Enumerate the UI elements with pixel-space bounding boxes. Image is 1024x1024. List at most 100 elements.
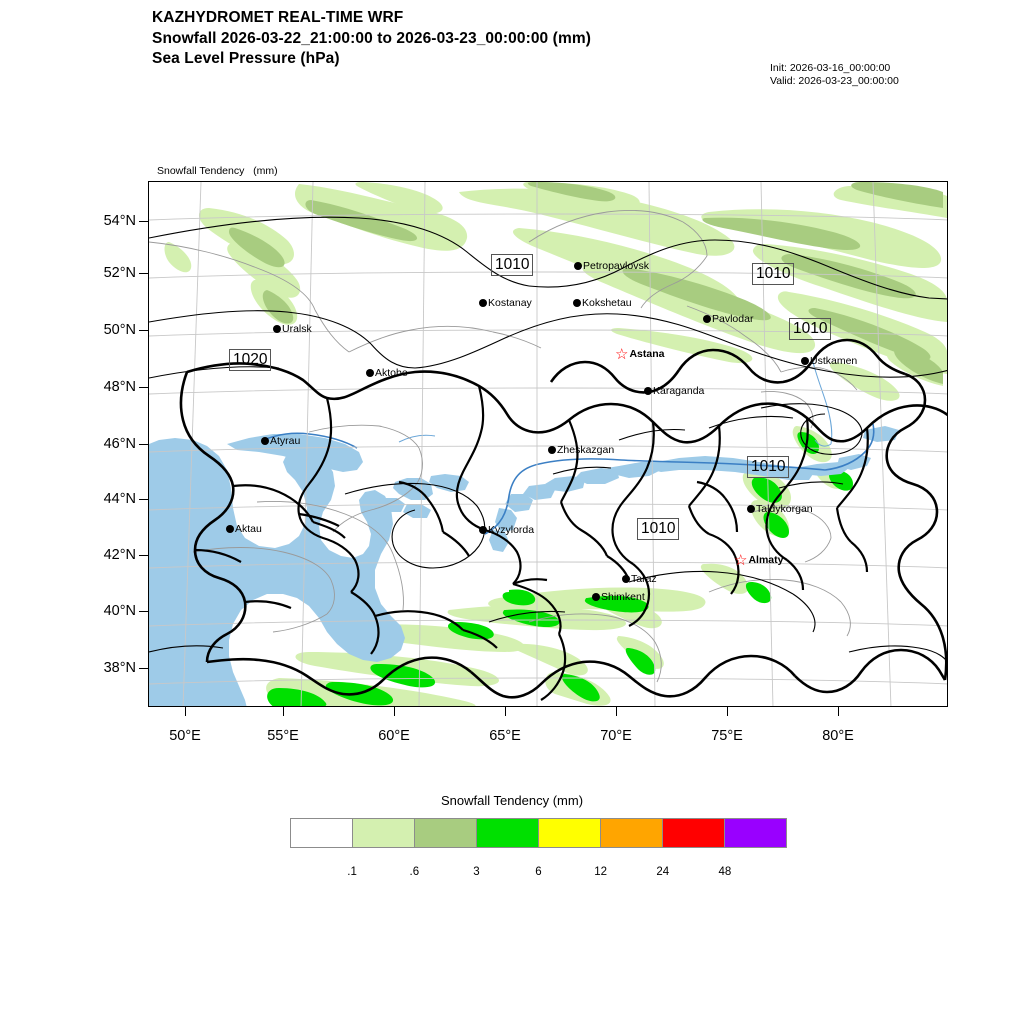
city-marker-dot: [548, 446, 556, 454]
lon-tick-mark: [727, 707, 729, 716]
colorbar-tick-2: 3: [473, 866, 480, 878]
title-line-3: Sea Level Pressure (hPa): [152, 50, 340, 67]
capital-star-icon: ☆: [615, 346, 629, 363]
city-atyrau[interactable]: Atyrau: [261, 436, 300, 447]
lat-tick-mark: [139, 555, 148, 557]
city-pavlodar[interactable]: Pavlodar: [703, 314, 753, 325]
city-kostanay[interactable]: Kostanay: [479, 298, 532, 309]
city-taraz[interactable]: Taraz: [622, 574, 657, 585]
isobar-label-1020-west: 1020: [229, 349, 272, 371]
lon-tick-mark: [505, 707, 507, 716]
city-label: Kyzylorda: [488, 524, 535, 536]
colorbar-segment-7: [725, 819, 786, 847]
city-uralsk[interactable]: Uralsk: [273, 324, 312, 335]
lon-tick-label-70: 70°E: [600, 728, 632, 744]
city-label: Atyrau: [270, 435, 301, 447]
colorbar-segment-0: [291, 819, 353, 847]
city-label: Aktobe: [375, 367, 408, 379]
colorbar-tick-0: .1: [347, 866, 357, 878]
lat-tick-mark: [139, 499, 148, 501]
city-astana[interactable]: ☆Astana: [615, 346, 665, 363]
lon-tick-mark: [838, 707, 840, 716]
colorbar-title: Snowfall Tendency (mm): [440, 793, 584, 808]
init-time-label: Init: 2026-03-16_00:00:00: [770, 62, 891, 74]
lon-tick-mark: [283, 707, 285, 716]
lon-tick-mark: [616, 707, 618, 716]
valid-time-label: Valid: 2026-03-23_00:00:00: [770, 75, 899, 87]
city-marker-dot: [747, 505, 755, 513]
lat-tick-label-38: 38°N: [103, 660, 136, 676]
isobar-label-1010-north: 1010: [491, 254, 534, 276]
city-taldykorgan[interactable]: Taldykorgan: [747, 504, 813, 515]
city-label: Aktau: [235, 523, 262, 535]
city-petropavlovsk[interactable]: Petropavlovsk: [574, 261, 649, 272]
lon-tick-label-65: 65°E: [489, 728, 521, 744]
city-aktobe[interactable]: Aktobe: [366, 368, 408, 379]
city-label: Petropavlovsk: [583, 260, 649, 272]
city-label: Taraz: [631, 573, 657, 585]
isobar-label-1010-balkhash: 1010: [747, 456, 790, 478]
colorbar[interactable]: [290, 818, 787, 848]
city-kokshetau[interactable]: Kokshetau: [573, 298, 632, 309]
colorbar-tick-4: 12: [594, 866, 607, 878]
rivers: [262, 423, 875, 535]
weather-map[interactable]: 1010 1010 1010 1010 1010 1020 Petropavlo…: [148, 181, 948, 707]
isobar-label-1010-northeast: 1010: [752, 263, 795, 285]
init-valid-block: Init: 2026-03-16_00:00:00 Valid: 2026-03…: [770, 62, 899, 88]
city-marker-dot: [261, 437, 269, 445]
city-marker-dot: [573, 299, 581, 307]
city-label: Kostanay: [488, 297, 532, 309]
city-marker-dot: [703, 315, 711, 323]
lat-tick-mark: [139, 444, 148, 446]
city-aktau[interactable]: Aktau: [226, 524, 262, 535]
colorbar-segment-1: [353, 819, 415, 847]
city-marker-dot: [574, 262, 582, 270]
city-marker-dot: [644, 387, 652, 395]
city-almaty[interactable]: ☆Almaty: [734, 552, 783, 569]
city-label: Shimkent: [601, 591, 645, 603]
title-line-2: Snowfall 2026-03-22_21:00:00 to 2026-03-…: [152, 29, 591, 47]
lat-tick-label-44: 44°N: [103, 491, 136, 507]
lon-tick-label-60: 60°E: [378, 728, 410, 744]
lat-tick-label-52: 52°N: [103, 265, 136, 281]
colorbar-tick-5: 24: [656, 866, 670, 878]
city-label: Karaganda: [653, 385, 705, 397]
isobar-label-1010-south: 1010: [637, 518, 680, 540]
secondary-borders: [149, 210, 858, 683]
colorbar-tick-6: 48: [718, 866, 732, 878]
header-title-block: KAZHYDROMET REAL-TIME WRF Snowfall 2026-…: [152, 8, 772, 70]
city-shimkent[interactable]: Shimkent: [592, 592, 645, 603]
city-karaganda[interactable]: Karaganda: [644, 386, 704, 397]
colorbar-segment-4: [539, 819, 601, 847]
city-kyzylorda[interactable]: Kyzylorda: [479, 525, 534, 536]
lat-tick-mark: [139, 273, 148, 275]
city-label: Ustkamen: [810, 355, 858, 367]
city-label: Uralsk: [282, 323, 312, 335]
city-marker-dot: [226, 525, 234, 533]
city-zheskazgan[interactable]: Zheskazgan: [548, 445, 614, 456]
lon-tick-label-50: 50°E: [169, 728, 201, 744]
capital-star-icon: ☆: [734, 552, 748, 569]
lat-tick-mark: [139, 668, 148, 670]
lat-tick-label-40: 40°N: [103, 603, 136, 619]
city-ustkamen[interactable]: Ustkamen: [801, 356, 857, 367]
city-label: Astana: [629, 348, 665, 360]
city-label: Zheskazgan: [557, 444, 615, 456]
lon-tick-label-75: 75°E: [711, 728, 743, 744]
colorbar-segment-3: [477, 819, 539, 847]
city-label: Taldykorgan: [756, 503, 813, 515]
legend-snowfall-tendency: Snowfall Tendency (mm): [157, 165, 278, 177]
isobar-label-1010-east: 1010: [789, 318, 832, 340]
colorbar-tick-labels: .1 .6 3 6 12 24 48: [290, 866, 787, 882]
colorbar-segment-5: [601, 819, 663, 847]
lat-tick-label-46: 46°N: [103, 436, 136, 452]
city-marker-dot: [801, 357, 809, 365]
lon-tick-label-80: 80°E: [822, 728, 854, 744]
lon-tick-mark: [185, 707, 187, 716]
city-marker-dot: [273, 325, 281, 333]
colorbar-segment-2: [415, 819, 477, 847]
lat-tick-label-48: 48°N: [103, 379, 136, 395]
lon-tick-label-55: 55°E: [267, 728, 299, 744]
city-marker-dot: [366, 369, 374, 377]
colorbar-segment-6: [663, 819, 725, 847]
